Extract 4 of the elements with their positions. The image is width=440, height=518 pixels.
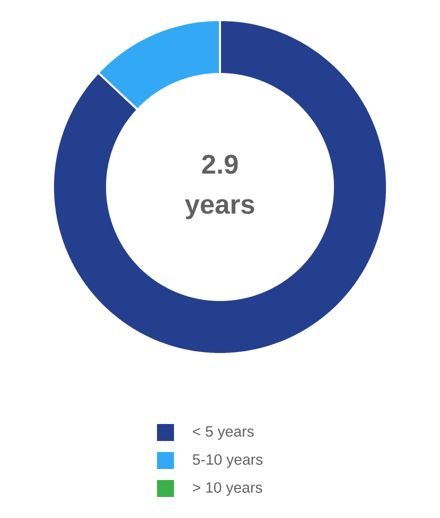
text: 2.9 years [184,154,254,220]
legend-label: < 5 years [192,426,254,440]
legend-label: > 10 years [192,482,262,496]
legend-label: 5-10 years [192,454,262,468]
